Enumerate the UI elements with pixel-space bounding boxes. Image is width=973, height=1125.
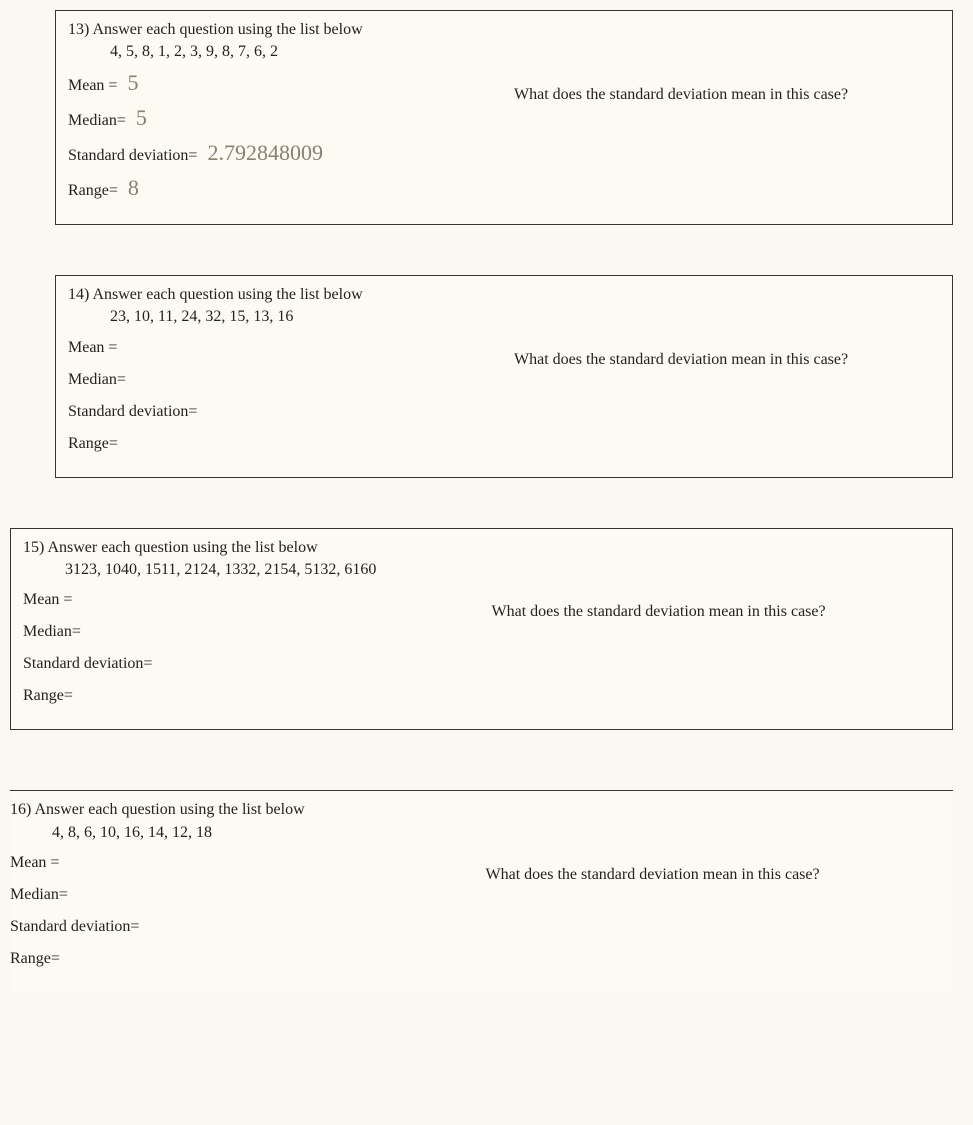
mean-label: Mean = [68, 77, 117, 95]
question-data: 4, 5, 8, 1, 2, 3, 9, 8, 7, 6, 2 [68, 41, 940, 63]
median-label: Median= [23, 623, 81, 641]
question-header: 14) Answer each question using the list … [68, 284, 940, 329]
side-question: What does the standard deviation mean in… [514, 349, 940, 371]
median-label: Median= [10, 886, 68, 904]
stddev-label: Standard deviation= [23, 655, 152, 673]
mean-row: Mean = [23, 591, 472, 609]
question-15-box: 15) Answer each question using the list … [10, 528, 953, 731]
stddev-label: Standard deviation= [68, 403, 197, 421]
question-header: 13) Answer each question using the list … [68, 19, 940, 64]
side-question: What does the standard deviation mean in… [486, 864, 942, 886]
question-body: Mean = Median= Standard deviation= Range… [23, 591, 940, 719]
range-label: Range= [68, 435, 118, 453]
stats-column: Mean = Median= Standard deviation= Range… [68, 339, 494, 467]
range-value: 8 [128, 179, 139, 197]
side-question-column: What does the standard deviation mean in… [494, 74, 940, 214]
mean-row: Mean = [68, 339, 494, 357]
range-row: Range= [10, 950, 466, 968]
range-label: Range= [10, 950, 60, 968]
question-13-box: 13) Answer each question using the list … [55, 10, 953, 225]
question-body: Mean = Median= Standard deviation= Range… [10, 854, 941, 982]
question-header: 16) Answer each question using the list … [10, 799, 941, 844]
question-data: 3123, 1040, 1511, 2124, 1332, 2154, 5132… [23, 559, 940, 581]
median-row: Median= 5 [68, 109, 494, 130]
mean-label: Mean = [10, 854, 59, 872]
range-label: Range= [68, 182, 118, 200]
median-row: Median= [68, 371, 494, 389]
question-14-box: 14) Answer each question using the list … [55, 275, 953, 478]
question-data: 23, 10, 11, 24, 32, 15, 13, 16 [68, 306, 940, 328]
side-question: What does the standard deviation mean in… [514, 84, 940, 106]
range-label: Range= [23, 687, 73, 705]
question-prompt: Answer each question using the list belo… [47, 539, 317, 556]
question-prompt: Answer each question using the list belo… [92, 286, 362, 303]
question-body: Mean = 5 Median= 5 Standard deviation= 2… [68, 74, 940, 214]
stddev-label: Standard deviation= [10, 918, 139, 936]
question-number: 16) [10, 801, 31, 818]
stddev-row: Standard deviation= [10, 918, 466, 936]
question-16-box: 16) Answer each question using the list … [10, 790, 953, 992]
stats-column: Mean = Median= Standard deviation= Range… [10, 854, 466, 982]
question-prompt: Answer each question using the list belo… [34, 801, 304, 818]
question-number: 13) [68, 21, 89, 38]
mean-row: Mean = 5 [68, 74, 494, 95]
side-question-column: What does the standard deviation mean in… [466, 854, 942, 982]
question-header: 15) Answer each question using the list … [23, 537, 940, 582]
mean-label: Mean = [23, 591, 72, 609]
stddev-row: Standard deviation= [68, 403, 494, 421]
median-row: Median= [23, 623, 472, 641]
stddev-label: Standard deviation= [68, 147, 197, 165]
question-prompt: Answer each question using the list belo… [92, 21, 362, 38]
side-question-column: What does the standard deviation mean in… [472, 591, 941, 719]
stats-column: Mean = 5 Median= 5 Standard deviation= 2… [68, 74, 494, 214]
stddev-row: Standard deviation= 2.792848009 [68, 144, 494, 165]
side-question-column: What does the standard deviation mean in… [494, 339, 940, 467]
side-question: What does the standard deviation mean in… [492, 601, 941, 623]
question-body: Mean = Median= Standard deviation= Range… [68, 339, 940, 467]
median-label: Median= [68, 371, 126, 389]
question-data: 4, 8, 6, 10, 16, 14, 12, 18 [10, 822, 941, 844]
range-row: Range= [68, 435, 494, 453]
question-number: 14) [68, 286, 89, 303]
stddev-value: 2.792848009 [207, 144, 323, 162]
median-row: Median= [10, 886, 466, 904]
mean-row: Mean = [10, 854, 466, 872]
range-row: Range= 8 [68, 179, 494, 200]
median-label: Median= [68, 112, 126, 130]
stats-column: Mean = Median= Standard deviation= Range… [23, 591, 472, 719]
mean-label: Mean = [68, 339, 117, 357]
median-value: 5 [136, 109, 147, 127]
range-row: Range= [23, 687, 472, 705]
stddev-row: Standard deviation= [23, 655, 472, 673]
question-number: 15) [23, 539, 44, 556]
worksheet-page: 13) Answer each question using the list … [0, 0, 973, 1125]
mean-value: 5 [127, 74, 138, 92]
